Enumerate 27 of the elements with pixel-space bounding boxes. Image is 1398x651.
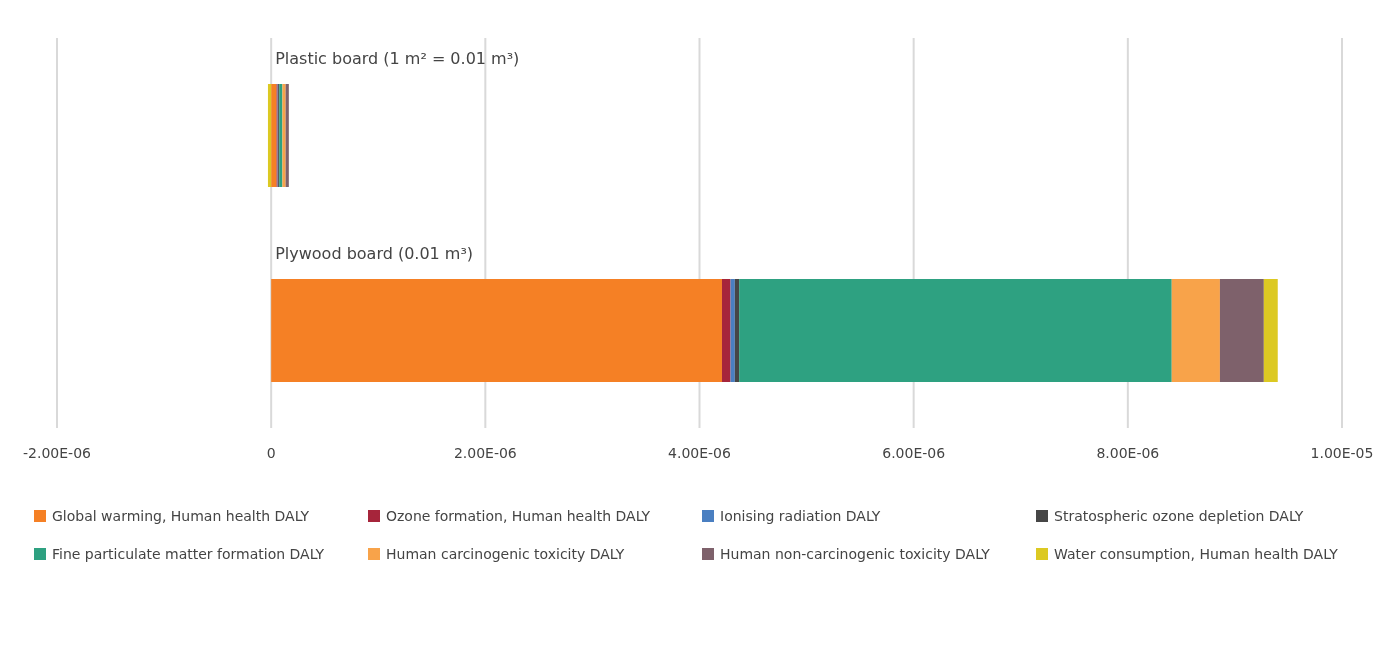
x-tick-label: 8.00E-06 [1096, 444, 1160, 461]
legend-label: Water consumption, Human health DALY [1054, 546, 1338, 562]
bar [734, 279, 740, 382]
bar [1171, 279, 1220, 382]
x-tick-label: 0 [266, 444, 276, 461]
legend-label: Ozone formation, Human health DALY [386, 508, 651, 524]
x-tick-label: 2.00E-06 [453, 444, 517, 461]
bar [721, 279, 731, 382]
legend-label: Global warming, Human health DALY [52, 508, 310, 524]
y-tick-label: Plywood board (0.01 m³) [275, 243, 474, 263]
x-tick-label: 1.00E-05 [1310, 444, 1374, 461]
bar [271, 84, 277, 187]
bar [739, 279, 1172, 382]
bar [267, 84, 272, 187]
legend-label: Ionising radiation DALY [720, 508, 881, 524]
x-tick-label: 6.00E-06 [882, 444, 946, 461]
bar [730, 279, 735, 382]
legend-label: Human non-carcinogenic toxicity DALY [720, 546, 990, 562]
bar [1219, 279, 1264, 382]
legend-label: Stratospheric ozone depletion DALY [1054, 508, 1304, 524]
legend-label: Human carcinogenic toxicity DALY [386, 546, 625, 562]
y-tick-label: Plastic board (1 m² = 0.01 m³) [275, 48, 520, 68]
bar [271, 279, 722, 382]
legend-label: Fine particulate matter formation DALY [52, 546, 325, 562]
bar [1263, 279, 1278, 382]
x-tick-label: -2.00E-06 [23, 444, 92, 461]
x-tick-label: 4.00E-06 [668, 444, 732, 461]
